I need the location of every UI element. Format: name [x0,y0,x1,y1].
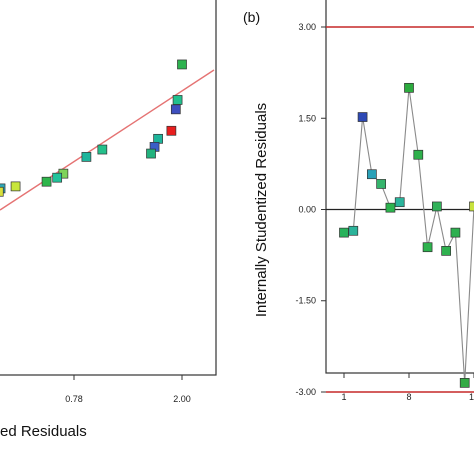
panel-b-label: (b) [243,9,260,25]
panel-a-point [41,176,52,187]
panel-a-point [0,186,4,197]
panel-a-point [10,181,21,192]
panel-b-point [376,179,386,189]
panel-b-point [367,169,377,180]
panel-a-point [172,95,183,105]
panel-a-frame [0,0,217,376]
panel-a-point [81,152,92,162]
panel-b-y-tick-label: -3.00 [295,387,316,397]
panel-a-x-tick-label: 2.00 [173,394,191,404]
panel-b-point [450,227,461,238]
panel-b-point [394,197,405,208]
panel-b-point [441,246,451,256]
panel-b-y-tick-label: -1.50 [295,296,316,306]
panel-b-x-ticks: 1815 [341,373,474,402]
panel-b-y-axis-label: Internally Studentized Residuals [253,103,270,317]
panel-b-point [413,149,424,160]
panel-b-x-tick-label: 8 [406,392,411,402]
panel-a-point [52,172,63,183]
panel-a-point [170,104,181,115]
panel-a-fit-line [0,69,215,211]
panel-b-y-tick-label: 1.50 [298,113,316,123]
panel-b-y-ticks: 3.00 1.50 0.00 -1.50 -3.00 [295,22,326,397]
panel-b-point [357,112,368,122]
panel-a-x-axis-label: ed Residuals [0,423,87,440]
panel-b-y-tick-label: 3.00 [298,22,316,32]
panel-b-frame [325,0,474,374]
panel-a-point [166,125,177,136]
panel-a-points [0,59,187,197]
panel-a-normal-plot: 0.78 2.00 ed Residuals [0,0,217,440]
panel-b-point [339,227,349,238]
panel-a-point [146,148,156,159]
panel-b-limit-lines [326,26,474,393]
panel-b-point [469,201,474,212]
panel-b-x-tick-label: 15 [469,392,474,402]
panel-a-point [97,144,108,155]
panel-b-point [348,225,359,236]
panel-b-point [385,202,396,213]
panel-b-point [432,201,442,212]
panel-b-y-tick-label: 0.00 [298,205,316,215]
panel-b-point [422,242,433,253]
panel-a-x-tick-marks [73,375,183,380]
panel-a-point [153,133,163,144]
panel-a-point [177,59,187,70]
panel-b-residual-plot: (b) 3.001.500.00-1.50-3.00 1815 Internal… [243,0,474,402]
panel-b-point [404,82,414,93]
panel-b-point [459,378,470,388]
panel-b-points [339,82,474,388]
panel-b-x-tick-label: 1 [341,392,346,402]
panel-a-x-tick-label: 0.78 [65,394,83,404]
